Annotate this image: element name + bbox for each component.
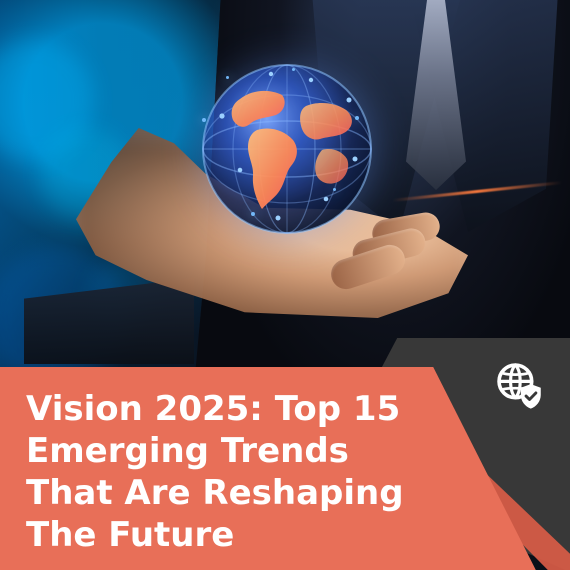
page-title: Vision 2025: Top 15 Emerging Trends That… [26,388,404,558]
sparkle-3 [355,116,359,120]
title-band [0,367,536,570]
sparkle-4 [333,188,336,191]
title-line-2: Emerging Trends [26,431,349,471]
globe-shield-icon [490,356,548,414]
title-line-4: The Future [26,515,235,555]
bokeh-light-1 [0,40,94,160]
sparkle-2 [226,76,229,79]
title-line-1: Vision 2025: Top 15 [26,389,401,429]
sparkle-1 [202,118,206,122]
globe-hologram-icon [196,58,378,240]
title-line-3: That Are Reshaping [26,473,404,513]
sparkle-6 [292,68,295,71]
sparkle-5 [251,212,255,216]
